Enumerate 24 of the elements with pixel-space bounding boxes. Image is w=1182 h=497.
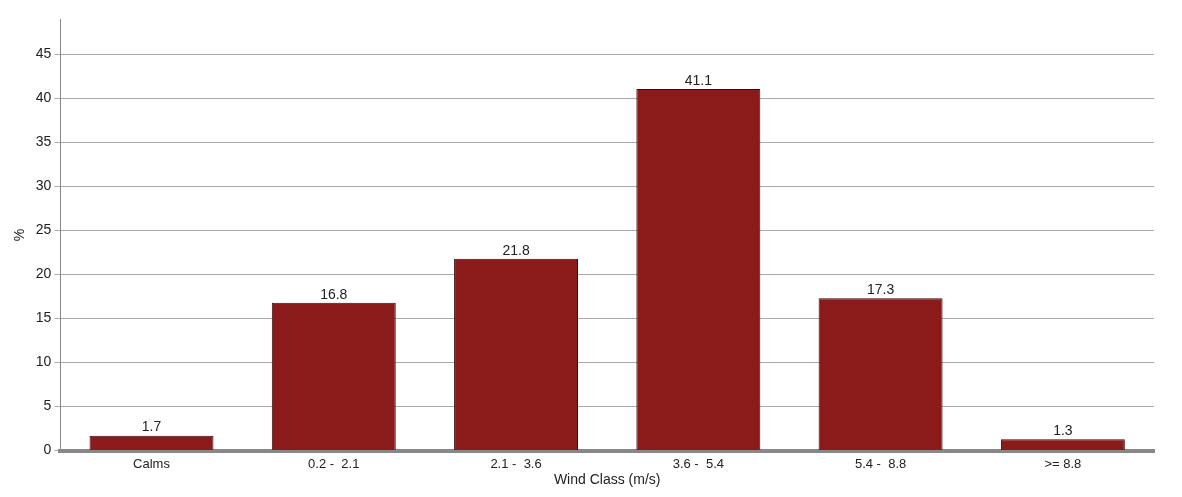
x-tick-label: 2.1 - 3.6 [490, 455, 542, 471]
y-tick-label: 10 [35, 353, 52, 370]
x-tick-label: 5.4 - 8.8 [854, 455, 907, 471]
y-tick-label: 25 [35, 221, 52, 238]
x-axis-title: Wind Class (m/s) [553, 471, 661, 488]
data-label: 41.1 [684, 71, 713, 88]
y-tick-label: 30 [35, 177, 52, 194]
y-axis-title: % [11, 228, 28, 242]
x-tick-label: >= 8.8 [1044, 455, 1082, 471]
y-tick-label: 0 [43, 441, 52, 458]
y-tick-label: 45 [35, 45, 52, 62]
y-tick-label: 5 [43, 397, 52, 414]
x-tick-label: Calms [133, 455, 171, 471]
y-tick-label: 35 [35, 133, 52, 150]
x-tick-label: 3.6 - 5.4 [672, 455, 724, 471]
data-label: 1.7 [141, 418, 162, 435]
data-label: 21.8 [502, 241, 530, 258]
y-tick-label: 15 [35, 309, 52, 326]
y-tick-label: 40 [35, 89, 52, 106]
data-label: 17.3 [866, 281, 895, 298]
y-tick-label: 20 [35, 265, 52, 282]
x-tick-label: 0.2 - 2.1 [308, 455, 360, 471]
data-label: 16.8 [320, 285, 348, 302]
data-label: 1.3 [1053, 422, 1073, 439]
